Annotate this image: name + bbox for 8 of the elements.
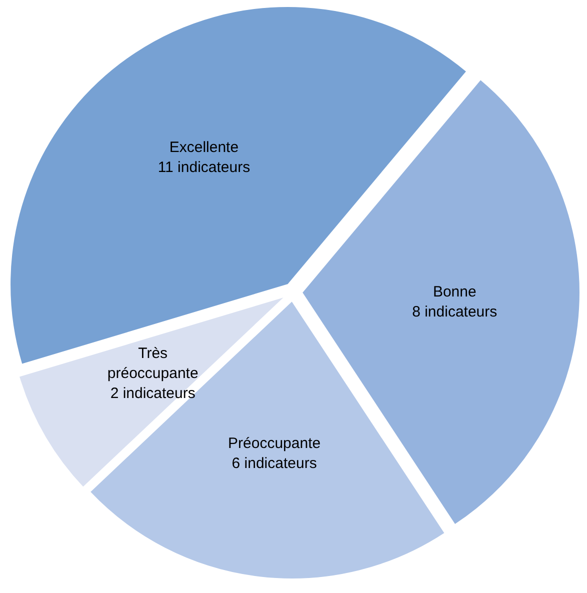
slice-label: Bonne [432, 283, 476, 300]
slice-label: Excellente [169, 138, 239, 156]
data-label: 11 indicateurs [158, 158, 250, 176]
data-label: 6 indicateurs [232, 454, 317, 472]
data-label: 8 indicateurs [412, 303, 498, 320]
slice-label: Très préoccupante [107, 345, 198, 382]
slice-label: Préoccupante [228, 434, 321, 452]
data-label: 2 indicateurs [110, 385, 196, 402]
